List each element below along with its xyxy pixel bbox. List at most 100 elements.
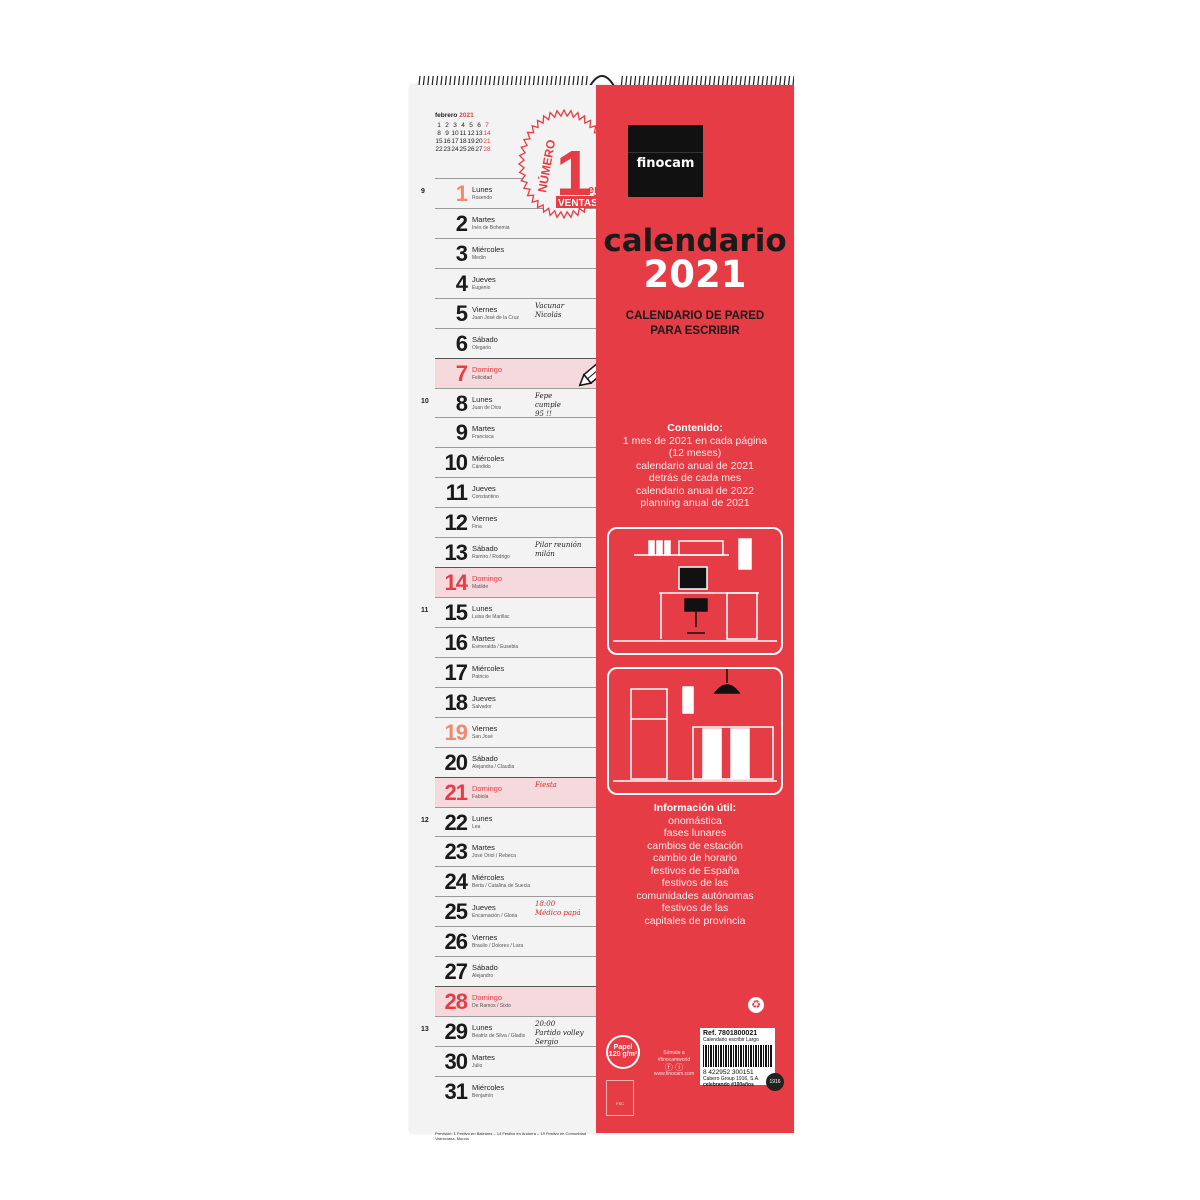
- cover-panel: finocam calendario 2021 CALENDARIO DE PA…: [596, 85, 794, 1133]
- day-row[interactable]: 22 Lunes Lea 12: [421, 806, 596, 837]
- day-number: 7: [455, 360, 468, 386]
- saint-name: Juan José de la Cruz: [472, 314, 519, 321]
- day-row[interactable]: 10 Miércoles Cándido: [435, 447, 596, 477]
- saint-name: Constantino: [472, 494, 499, 501]
- best-seller-badge: NÚMERO 1 en VENTAS: [518, 108, 610, 220]
- mini-calendar-day: 13: [475, 130, 483, 137]
- day-name: Martes: [472, 1052, 495, 1062]
- social-info: Súmate a #finocamworld ⓕ ⓘ www.finocam.com: [653, 1050, 695, 1077]
- mini-calendar-day: 3: [453, 122, 457, 129]
- mini-calendar-day: 8: [437, 130, 441, 137]
- handwritten-note: Pilar reunión milán: [535, 541, 582, 559]
- finocam-logo: finocam: [628, 125, 703, 197]
- day-row[interactable]: 2 Martes Inés de Bohemia: [435, 207, 596, 238]
- day-number: 16: [444, 629, 469, 655]
- barcode-label: Ref. 7801800021 Calendario escribir Larg…: [700, 1028, 775, 1088]
- day-name: Miércoles: [472, 244, 505, 254]
- kitchen-illustration: [607, 667, 783, 795]
- product-title: calendario: [603, 223, 787, 259]
- mini-calendar-day: 7: [485, 122, 489, 129]
- day-number: 25: [444, 899, 469, 925]
- day-row[interactable]: 16 Martes Esmeralda / Eusebia: [435, 626, 596, 657]
- day-row[interactable]: 24 Miércoles Berta / Catalina de Suecia: [435, 866, 596, 896]
- day-row[interactable]: 28 Domingo De Ramos / Sixto: [435, 986, 596, 1017]
- day-row[interactable]: 17 Miércoles Patricio: [435, 656, 596, 687]
- saint-name: Rosendo: [472, 195, 493, 201]
- contents-list: Contenido: 1 mes de 2021 en cada página(…: [622, 422, 768, 509]
- day-name: Miércoles: [472, 663, 505, 673]
- day-name: Domingo: [472, 574, 503, 584]
- wall-calendar: febrero 2021 1 2 3 4 5 6 7 8 9 10 11 12 13 14 15 16 17 18…: [410, 85, 794, 1141]
- day-name: Martes: [472, 424, 495, 434]
- day-name: Domingo: [472, 364, 503, 374]
- day-row[interactable]: 31 Miércoles Benjamín: [435, 1075, 596, 1106]
- day-name: Miércoles: [472, 873, 505, 883]
- day-row[interactable]: 29 Lunes Beatriz de Silva / Gladis 13 20:00 …: [421, 1016, 596, 1047]
- day-name: Martes: [472, 214, 495, 224]
- day-row[interactable]: 13 Sábado Ramiro / Rodrigo Pilar reunión mi…: [435, 537, 596, 567]
- day-name: Viernes: [472, 723, 498, 733]
- saint-name: Fina: [472, 524, 482, 531]
- day-row[interactable]: 30 Martes Julio: [435, 1045, 596, 1076]
- recycle-icon: ♻: [748, 997, 764, 1013]
- mini-calendar-year: 2021: [459, 112, 474, 119]
- day-number: 8: [455, 390, 468, 416]
- day-number: 17: [444, 659, 469, 685]
- day-row[interactable]: 6 Sábado Olegario: [435, 327, 596, 358]
- day-row[interactable]: 19 Viernes San José: [435, 716, 596, 747]
- day-row[interactable]: 7 Domingo Felicidad: [435, 357, 596, 388]
- day-name: Sábado: [472, 544, 498, 554]
- day-row[interactable]: 25 Jueves Encarnación / Gloria 18:00 Médico…: [435, 896, 596, 926]
- day-name: Martes: [472, 633, 495, 643]
- day-number: 12: [444, 510, 469, 536]
- day-row[interactable]: 12 Viernes Fina: [435, 507, 596, 537]
- day-name: Viernes: [472, 514, 498, 524]
- saint-name: San José: [472, 733, 493, 740]
- saint-name: Alejandra / Claudia: [472, 763, 515, 770]
- saint-name: Braulio / Dolores / Lara: [472, 943, 524, 950]
- day-row[interactable]: 26 Viernes Braulio / Dolores / Lara: [435, 926, 596, 956]
- day-name: Sábado: [472, 753, 498, 763]
- day-row[interactable]: 4 Jueves Eugenio: [435, 267, 596, 298]
- office-illustration: [607, 527, 783, 655]
- day-row[interactable]: 14 Domingo Matilde: [435, 567, 596, 598]
- saint-name: Olegario: [472, 344, 491, 351]
- day-row[interactable]: 5 Viernes Juan José de la Cruz Vacunar Nico…: [435, 297, 596, 328]
- mini-calendar-day: 9: [445, 130, 449, 137]
- day-name: Miércoles: [472, 454, 505, 464]
- day-number: 30: [444, 1048, 469, 1074]
- day-row[interactable]: 20 Sábado Alejandra / Claudia: [435, 746, 596, 777]
- day-row[interactable]: 1 Lunes Rosendo 9: [421, 178, 596, 208]
- day-row[interactable]: 21 Domingo Fabiola Fiesta: [435, 776, 596, 807]
- mini-calendar-day: 10: [451, 130, 459, 137]
- day-name: Lunes: [472, 1023, 493, 1033]
- day-row[interactable]: 23 Martes José Oriol / Rebeca: [435, 836, 596, 866]
- day-row[interactable]: 27 Sábado Alejandro: [435, 956, 596, 986]
- day-number: 14: [444, 570, 469, 596]
- mini-calendar-day: 17: [451, 138, 459, 145]
- day-number: 2: [455, 210, 468, 236]
- day-name: Lunes: [472, 604, 493, 614]
- holiday-footnote: Previsión: 1 Festivo en Baleares – 14 Fe…: [435, 1131, 586, 1141]
- saint-name: Patricio: [472, 673, 489, 680]
- day-name: Domingo: [472, 783, 503, 793]
- mini-calendar-day: 1: [437, 122, 441, 129]
- day-number: 31: [444, 1078, 469, 1104]
- mini-calendar-february: febrero 2021 1 2 3 4 5 6 7 8 9 10 11 12 13 14 15 16 17 18…: [435, 112, 491, 154]
- day-row[interactable]: 11 Jueves Constantino: [435, 477, 596, 507]
- saint-name: Eugenio: [472, 284, 491, 291]
- week-number: 9: [421, 188, 425, 195]
- day-row[interactable]: 8 Lunes Juan de Dios 10 Fepe cumple 95 !!: [421, 387, 596, 418]
- mini-calendar-day: 11: [459, 130, 467, 137]
- day-number: 13: [444, 540, 469, 566]
- day-row[interactable]: 15 Lunes Luisa de Marillac 11: [421, 597, 596, 627]
- week-number: 13: [421, 1026, 429, 1034]
- day-name: Martes: [472, 843, 495, 853]
- day-row[interactable]: 18 Jueves Salvador: [435, 686, 596, 717]
- handwritten-note: 20:00 Partido volley Sergio: [535, 1020, 584, 1047]
- handwritten-note: Fiesta: [535, 780, 557, 789]
- day-row[interactable]: 3 Miércoles Medín: [435, 237, 596, 268]
- day-name: Sábado: [472, 963, 498, 973]
- day-row[interactable]: 9 Martes Francisca: [435, 417, 596, 447]
- day-number: 21: [444, 779, 469, 805]
